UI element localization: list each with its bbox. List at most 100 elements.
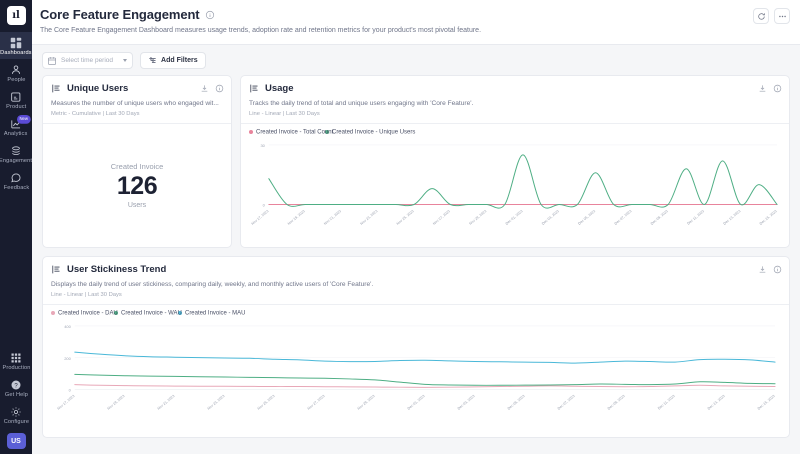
legend-label: Created Invoice - Unique Users: [332, 128, 416, 135]
sidebar-item-dashboards[interactable]: Dashboards: [0, 32, 32, 59]
legend-swatch: [51, 310, 55, 315]
legend-label: Created Invoice - MAU: [184, 309, 246, 316]
dashboard-row-2: User Stickiness Trend Displays the daily…: [42, 256, 790, 438]
svg-text:0: 0: [263, 203, 266, 208]
info-icon[interactable]: [215, 84, 224, 93]
product-icon: [10, 90, 23, 103]
legend-item[interactable]: Created Invoice - Unique Users: [325, 128, 416, 135]
svg-text:Nov 17, 2023: Nov 17, 2023: [57, 394, 76, 411]
sidebar-item-label: Get Help: [4, 391, 28, 398]
card-divider: [43, 123, 231, 124]
download-icon[interactable]: [758, 265, 767, 274]
filter-icon: [148, 56, 157, 65]
svg-text:Nov 19, 2023: Nov 19, 2023: [107, 394, 126, 411]
svg-text:Dec 01, 2023: Dec 01, 2023: [407, 394, 426, 411]
info-icon[interactable]: [773, 265, 782, 274]
legend-item[interactable]: Created Invoice - WAU: [113, 309, 182, 316]
svg-text:200: 200: [64, 356, 71, 361]
sidebar-item-label: Product: [5, 103, 27, 110]
svg-text:Dec 15, 2023: Dec 15, 2023: [759, 209, 778, 226]
more-options-button[interactable]: [774, 8, 790, 24]
chevron-down-icon: [123, 59, 128, 62]
sidebar-item-configure[interactable]: Configure: [0, 401, 32, 428]
download-icon[interactable]: [200, 84, 209, 93]
info-icon[interactable]: [205, 10, 215, 20]
sidebar: ıl Dashboards People Product: [0, 0, 32, 454]
card-divider: [43, 304, 789, 305]
legend-label: Created Invoice - WAU: [120, 309, 182, 316]
card-header: Unique Users Measures the number of uniq…: [43, 76, 231, 123]
add-filters-label: Add Filters: [161, 57, 198, 64]
svg-text:Nov 21, 2023: Nov 21, 2023: [323, 209, 342, 226]
sidebar-item-analytics[interactable]: New Analytics: [0, 113, 32, 140]
metric-unit: Users: [127, 202, 147, 209]
page-subtitle: The Core Feature Engagement Dashboard me…: [40, 27, 482, 34]
logo[interactable]: ıl: [6, 0, 26, 32]
calendar-icon: [47, 56, 57, 66]
svg-text:Dec 07, 2023: Dec 07, 2023: [614, 209, 633, 226]
svg-text:Dec 13, 2023: Dec 13, 2023: [707, 394, 726, 411]
sidebar-item-feedback[interactable]: Feedback: [0, 167, 32, 194]
grid-icon: [10, 36, 23, 49]
card-header: Usage Tracks the daily trend of total an…: [241, 76, 789, 123]
logo-mark: ıl: [6, 6, 26, 25]
sidebar-item-label: Dashboards: [0, 49, 32, 56]
svg-text:Dec 07, 2023: Dec 07, 2023: [557, 394, 576, 411]
sidebar-nav: Dashboards People Product New Analyt: [0, 32, 32, 194]
legend-item[interactable]: Created Invoice - MAU: [177, 309, 245, 316]
card-title: User Stickiness Trend: [67, 264, 167, 275]
svg-text:Dec 11, 2023: Dec 11, 2023: [657, 394, 676, 411]
legend-swatch: [113, 310, 118, 315]
sidebar-item-label: Engagement: [0, 157, 33, 164]
page-title: Core Feature Engagement: [40, 7, 200, 22]
usage-chart: 0 30 Nov 17, 2023 Nov 19, 2023 Nov 21, 2023 N…: [241, 134, 789, 246]
avatar[interactable]: US: [6, 433, 26, 449]
svg-text:Nov 23, 2023: Nov 23, 2023: [360, 209, 379, 226]
download-icon[interactable]: [758, 84, 767, 93]
engagement-icon: [10, 144, 23, 157]
sidebar-item-production[interactable]: Production: [0, 347, 32, 374]
card-title-row: User Stickiness Trend: [51, 264, 781, 275]
sidebar-item-label: Feedback: [3, 184, 29, 191]
card-title: Unique Users: [67, 83, 129, 94]
help-icon: ?: [10, 378, 23, 391]
time-period-select[interactable]: Select time period: [42, 52, 134, 69]
legend-swatch: [249, 129, 253, 134]
card-title-row: Usage: [249, 83, 781, 94]
sidebar-item-label: People: [6, 76, 26, 83]
info-icon[interactable]: [773, 84, 782, 93]
refresh-button[interactable]: [753, 8, 769, 24]
title-row: Core Feature Engagement: [40, 7, 788, 22]
legend-item[interactable]: Created Invoice - DAU: [51, 309, 118, 316]
sidebar-item-get-help[interactable]: ? Get Help: [0, 374, 32, 401]
svg-text:Dec 15, 2023: Dec 15, 2023: [757, 394, 776, 411]
card-user-stickiness-trend: User Stickiness Trend Displays the daily…: [42, 256, 790, 438]
card-meta: Metric - Cumulative | Last 30 Days: [51, 111, 140, 117]
stickiness-chart-svg: 0 200 400 Nov 17, 2023 Nov 19, 2023 Nov 21, 2…: [57, 324, 776, 411]
sidebar-badge-analytics: New: [17, 115, 31, 124]
filter-toolbar: Select time period Add Filters: [32, 45, 800, 75]
sidebar-item-label: Configure: [3, 418, 29, 425]
svg-text:Dec 03, 2023: Dec 03, 2023: [457, 394, 476, 411]
legend-item[interactable]: Created Invoice - Total Count: [249, 128, 333, 135]
legend-label: Created Invoice - DAU: [58, 309, 118, 316]
sidebar-item-engagement[interactable]: Engagement: [0, 140, 32, 167]
usage-chart-svg: 0 30 Nov 17, 2023 Nov 19, 2023 Nov 21, 2023 N…: [251, 143, 778, 226]
card-unique-users: Unique Users Measures the number of uniq…: [42, 75, 232, 248]
svg-text:Nov 23, 2023: Nov 23, 2023: [207, 394, 226, 411]
svg-text:Nov 25, 2023: Nov 25, 2023: [257, 394, 276, 411]
sidebar-bottom-nav: Production ? Get Help Configure US: [0, 347, 32, 454]
sidebar-item-product[interactable]: Product: [0, 86, 32, 113]
svg-text:Nov 21, 2023: Nov 21, 2023: [157, 394, 176, 411]
metric-label: Created Invoice: [110, 162, 164, 171]
add-filters-button[interactable]: Add Filters: [140, 52, 206, 69]
card-description: Measures the number of unique users who …: [51, 100, 219, 107]
svg-text:Dec 13, 2023: Dec 13, 2023: [723, 209, 742, 226]
svg-text:Nov 29, 2023: Nov 29, 2023: [357, 394, 376, 411]
dashboard-row-1: Unique Users Measures the number of uniq…: [42, 75, 790, 248]
line-chart-icon: [51, 264, 62, 275]
card-divider: [241, 123, 789, 124]
sidebar-item-people[interactable]: People: [0, 59, 32, 86]
svg-text:Dec 09, 2023: Dec 09, 2023: [650, 209, 669, 226]
